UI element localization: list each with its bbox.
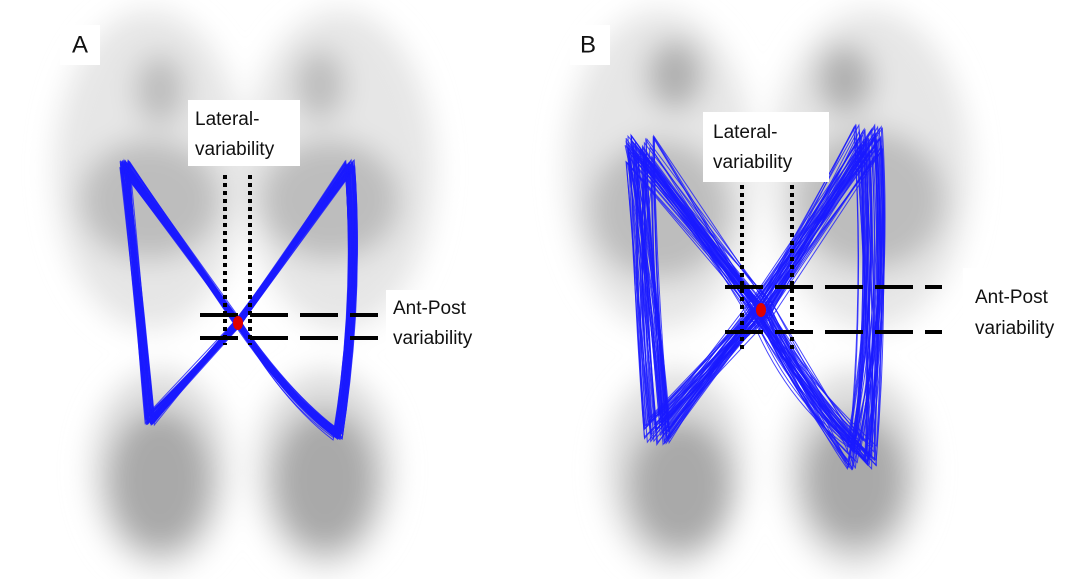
antpost-label: Ant-Post <box>393 298 467 319</box>
center-dot <box>756 303 766 317</box>
lateral-label: Lateral- <box>713 122 777 143</box>
figure: A Lateral- variability Ant-Post variabil… <box>0 0 1070 579</box>
antpost-label: variability <box>393 328 473 349</box>
antpost-label: Ant-Post <box>975 287 1049 308</box>
panel-label: B <box>580 31 596 58</box>
pressure-map <box>55 10 970 570</box>
lateral-label: Lateral- <box>195 109 259 130</box>
lateral-label: variability <box>195 139 275 160</box>
lateral-label: variability <box>713 152 793 173</box>
antpost-label: variability <box>975 318 1055 339</box>
center-dot <box>233 316 243 330</box>
panel-label: A <box>72 31 88 58</box>
